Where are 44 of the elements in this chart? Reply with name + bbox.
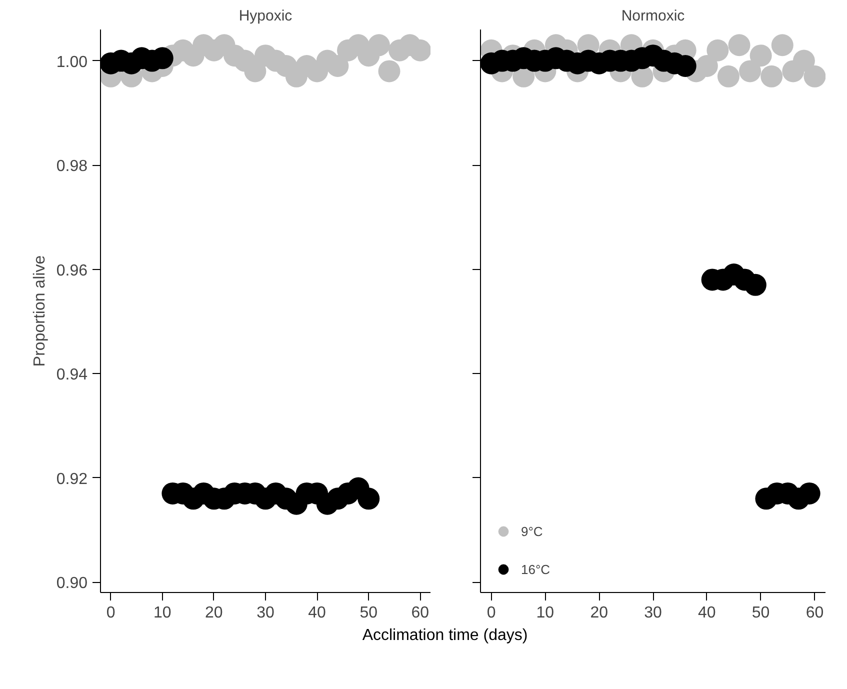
x-tick-label: 40: [698, 604, 716, 622]
x-tick-label: 30: [644, 604, 662, 622]
x-axis-title: Acclimation time (days): [362, 626, 528, 646]
point: [760, 65, 783, 88]
x-tick-label: 40: [308, 604, 326, 622]
y-tick-label: 0.90: [56, 575, 88, 592]
x-tick-label: 20: [590, 604, 608, 622]
x-tick-label: 0: [106, 604, 116, 622]
x-tick-label: 0: [486, 604, 496, 622]
legend-label: 16°C: [521, 562, 550, 576]
point: [804, 65, 826, 88]
x-tick-label: 50: [752, 604, 770, 622]
chart-title: Hypoxic: [238, 8, 293, 24]
x-tick-label: 20: [205, 604, 223, 622]
x-tick-label: 50: [360, 604, 378, 622]
point: [792, 50, 815, 72]
x-tick-label: 60: [411, 604, 430, 622]
x-tick-label: 30: [256, 604, 274, 622]
x-tick-label: 60: [806, 604, 824, 622]
y-tick-label: 0.92: [56, 470, 88, 488]
x-tick-label: 10: [536, 604, 554, 622]
point: [717, 65, 740, 88]
x-tick-label: 10: [153, 604, 172, 622]
y-tick-label: 0.96: [56, 262, 88, 280]
point: [244, 60, 266, 82]
point: [728, 34, 750, 56]
point: [706, 39, 729, 62]
point: [378, 60, 400, 82]
y-axis-title: Proportion alive: [31, 255, 48, 367]
point: [798, 482, 820, 504]
chart-title: Normoxic: [621, 8, 686, 24]
point: [696, 55, 718, 77]
point: [739, 60, 762, 82]
legend-label: 9°C: [521, 524, 543, 538]
point: [409, 39, 430, 62]
point: [771, 34, 794, 56]
point: [744, 274, 766, 296]
y-tick-label: 1.00: [56, 54, 88, 71]
point: [368, 34, 390, 56]
point: [326, 55, 349, 77]
point: [750, 44, 772, 67]
y-tick-label: 0.94: [56, 366, 88, 384]
y-tick-label: 0.98: [56, 158, 88, 176]
point: [358, 488, 380, 510]
